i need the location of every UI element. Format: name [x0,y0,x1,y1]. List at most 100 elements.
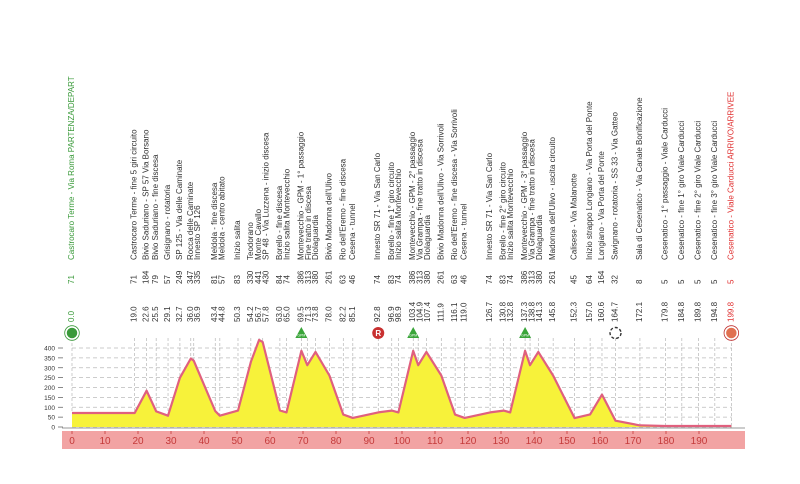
waypoint-km: 96.9 [387,306,396,322]
waypoint-altitude: 249 [175,270,184,284]
waypoint-altitude: 74 [485,275,494,284]
waypoint-name: Savignano - rotatoria - SS 33 - Via Gatt… [611,112,620,260]
waypoint-altitude: 46 [460,275,469,284]
profile-line [72,338,732,428]
start-icon-ring [64,325,80,341]
waypoint-name: Cesenatico - Viale Carducci ARRIVO/ARRIV… [726,92,735,260]
waypoint-name: Inizio salita [233,220,242,260]
waypoint-label: 199.8 5 Cesenatico - Viale Carducci ARRIVO… [726,92,735,322]
waypoint-km: 164.7 [611,301,620,322]
x-tick-label: 110 [427,436,443,447]
waypoint-name: Via Grampa - fine tratto in discesa [527,139,536,260]
waypoint-altitude: 46 [348,275,357,284]
waypoint-km: 57.8 [262,306,271,322]
x-tick-label: 20 [132,436,144,447]
waypoint-label: 160.6 164 Longiano - Via Porta del Ponte [597,151,606,322]
waypoint-km: 92.8 [373,306,382,322]
x-tick-label: 10 [99,436,111,447]
waypoint-label: 73.8 380 Diolaguardia [311,215,320,322]
y-tick-label: 350 [44,355,55,362]
waypoint-km: 56.7 [254,306,263,322]
waypoint-altitude: 430 [262,270,271,284]
waypoint-km: 119.0 [460,302,469,322]
sprint-text: R [375,329,381,338]
waypoint-km: 36.9 [193,306,202,322]
waypoint-name: Cesenatico - fine 2° giro Viale Carducci [693,121,702,260]
waypoint-name: Castrocaro Terme - fine 5 giri circuito [130,129,139,260]
waypoint-name: Inizio salita Montevecchio [394,168,403,260]
gpm-icon [295,327,308,338]
x-tick-label: 120 [460,436,477,447]
waypoint-label: 96.9 83 Borello - fine 1° giro circuito [387,162,396,322]
waypoint-altitude: 5 [677,279,686,284]
waypoint-label: 22.6 184 Bivio Saduriano - SP 57 Via Borsa… [142,129,151,322]
waypoint-label: 29.1 57 Grisignano - rotatoria [163,184,172,322]
waypoint-label: 65.0 74 Inizio salita Montevecchio [282,168,291,322]
waypoint-km: 29.1 [163,306,172,322]
waypoint-km: 184.8 [677,301,686,322]
x-tick-label: 170 [625,436,642,447]
waypoint-altitude: 45 [570,275,579,284]
waypoint-km: 132.8 [506,301,515,322]
waypoint-km: 157.0 [585,301,594,322]
waypoint-altitude: 64 [585,275,594,284]
waypoint-name: Cesena - tunnel [460,203,469,260]
finish-icon-ring [723,325,740,341]
waypoint-name: Meldola - centro abitato [218,176,227,260]
profile-area [72,339,732,427]
waypoint-label: 189.8 5 Cesenatico - fine 2° giro Viale Ca… [693,121,702,322]
waypoint-name: Inizio strappo Longiano - Via Porta del … [585,101,594,260]
waypoint-altitude: 63 [450,275,459,284]
waypoint-name: Longiano - Via Porta del Ponte [597,151,606,260]
waypoint-label: 32.7 249 SP 125 - Via delle Caminate [175,159,184,322]
waypoint-altitude: 71 [67,275,76,284]
waypoint-km: 0.0 [67,310,76,322]
waypoint-name: Borello - fine 2° giro circuito [499,162,508,260]
waypoint-km: 43.4 [210,306,219,322]
x-tick-label: 50 [231,436,243,447]
waypoint-label: 54.2 330 Teodorano [246,222,255,322]
waypoint-km: 98.9 [394,306,403,322]
waypoint-altitude: 74 [282,275,291,284]
x-tick-label: 80 [330,436,342,447]
waypoint-name: Sala di Cesenatico - Via Canale Bonifica… [635,97,644,260]
waypoint-name: Innesto SR 71 - Via San Carlo [485,152,494,260]
waypoint-altitude: 83 [387,275,396,284]
x-axis-band [62,431,745,449]
waypoint-label: 184.8 5 Cesenatico - fine 1° giro Viale Ca… [677,121,686,322]
gpm-text: GPM [409,334,417,338]
waypoint-label: 85.1 46 Cesena - tunnel [348,203,357,322]
waypoint-altitude: 313 [304,270,313,284]
waypoint-km: 82.2 [338,306,347,322]
waypoint-altitude: 8 [635,279,644,284]
waypoint-name: Teodorano [246,222,255,260]
waypoint-altitude: 71 [130,275,139,284]
waypoint-altitude: 347 [186,270,195,284]
waypoint-name: Bivio Saduriano - fine discesa [151,154,160,260]
x-tick-label: 130 [493,436,510,447]
waypoint-km: 78.0 [324,306,333,322]
x-tick-label: 70 [297,436,309,447]
waypoint-label: 126.7 74 Innesto SR 71 - Via San Carlo [485,152,494,322]
waypoint-label: 25.5 79 Bivio Saduriano - fine discesa [151,154,160,322]
waypoint-km: 19.0 [130,306,139,322]
y-tick-label: 200 [44,385,55,392]
gpm-icon [407,327,420,338]
y-tick-label: 0 [51,425,55,432]
x-tick-label: 160 [592,436,609,447]
waypoint-label: 56.7 441 Monte Cavallo [254,208,263,322]
waypoint-km: 54.2 [246,306,255,322]
waypoint-altitude: 380 [311,270,320,284]
waypoint-name: Grisignano - rotatoria [163,184,172,260]
waypoint-name: Diolaguardia [311,215,320,260]
waypoint-km: 199.8 [726,301,735,322]
waypoint-label: 98.9 74 Inizio salita Montevecchio [394,168,403,322]
waypoint-km: 137.3 [520,301,529,322]
waypoint-name: Montevecchio - GPM - 1° passaggio [296,131,305,260]
waypoint-km: 194.8 [710,301,719,322]
waypoint-altitude: 313 [527,270,536,284]
waypoint-altitude: 74 [394,275,403,284]
waypoint-name: Monte Cavallo [254,208,263,260]
